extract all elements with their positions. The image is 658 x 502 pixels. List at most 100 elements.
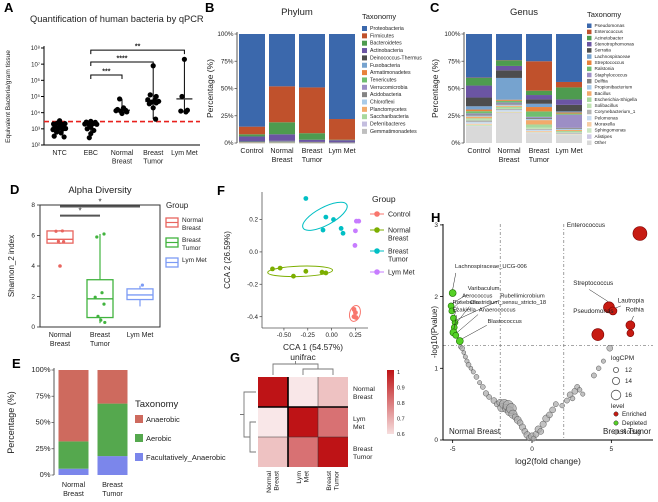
- svg-text:*: *: [78, 207, 81, 216]
- svg-text:Bacillus: Bacillus: [595, 91, 612, 96]
- panel-g-letter: G: [230, 350, 241, 365]
- svg-text:50%: 50%: [448, 86, 461, 93]
- svg-text:Tumor: Tumor: [102, 489, 123, 498]
- svg-text:Lym Met: Lym Met: [328, 146, 355, 155]
- svg-text:unifrac: unifrac: [290, 352, 316, 362]
- svg-text:-0.25: -0.25: [301, 332, 316, 339]
- svg-text:Breast: Breast: [302, 146, 323, 155]
- svg-text:Taxonomy: Taxonomy: [362, 12, 396, 21]
- svg-text:Enterococcus: Enterococcus: [595, 29, 624, 34]
- svg-text:Blastococcus: Blastococcus: [488, 319, 522, 325]
- svg-text:10⁵: 10⁵: [31, 94, 41, 101]
- svg-text:Percentage (%): Percentage (%): [205, 59, 215, 118]
- svg-text:Normal: Normal: [182, 217, 204, 224]
- svg-text:2: 2: [434, 294, 438, 301]
- svg-text:Tumor: Tumor: [388, 257, 409, 264]
- svg-text:Tumor: Tumor: [529, 155, 550, 164]
- svg-text:Facultatively_Anaerobic: Facultatively_Anaerobic: [146, 453, 226, 462]
- svg-text:0.8: 0.8: [397, 401, 405, 407]
- svg-text:Stenotrophomonas: Stenotrophomonas: [595, 41, 635, 46]
- svg-text:Other: Other: [595, 140, 607, 145]
- svg-text:Moraxella: Moraxella: [595, 122, 616, 127]
- svg-text:Rothia: Rothia: [626, 307, 645, 314]
- svg-text:2: 2: [31, 294, 35, 301]
- svg-text:Propionibacterium: Propionibacterium: [595, 85, 633, 90]
- svg-text:Percentage (%): Percentage (%): [430, 59, 440, 118]
- svg-text:Breast: Breast: [182, 225, 201, 232]
- panel-c: C Genus 0% 25% 50% 75% 100% Control Normal Breas…: [430, 0, 658, 178]
- svg-text:Planctomycetes: Planctomycetes: [370, 107, 407, 113]
- svg-text:Tumor: Tumor: [334, 470, 341, 490]
- svg-text:50%: 50%: [35, 418, 50, 427]
- svg-text:Escherichia-Shigella: Escherichia-Shigella: [595, 97, 638, 102]
- svg-text:Breast: Breast: [63, 489, 84, 498]
- svg-text:****: ****: [117, 56, 128, 63]
- svg-text:Phylum: Phylum: [281, 7, 313, 18]
- svg-text:Breast: Breast: [388, 236, 408, 243]
- cca-plot: -0.50 -0.25 0.00 0.25 -0.4 -0.2 0.0 0.2 CCA 1 (5…: [223, 192, 415, 352]
- panel-b-letter: B: [205, 0, 215, 15]
- svg-text:Breast: Breast: [274, 471, 281, 491]
- panel-c-letter: C: [430, 0, 440, 15]
- svg-text:Gemmatimonadetes: Gemmatimonadetes: [370, 129, 417, 135]
- svg-text:Breast Tumor: Breast Tumor: [603, 427, 651, 436]
- svg-text:0: 0: [530, 446, 534, 453]
- svg-text:Normal: Normal: [497, 146, 521, 155]
- svg-text:Pelomonas: Pelomonas: [595, 115, 619, 120]
- svg-text:-log10(Pvalue): -log10(Pvalue): [430, 306, 439, 358]
- svg-text:Breast: Breast: [102, 480, 123, 489]
- svg-text:Varibaculum: Varibaculum: [468, 286, 500, 292]
- svg-text:10⁴: 10⁴: [31, 110, 41, 117]
- svg-text:Anaerococcus: Anaerococcus: [479, 308, 516, 314]
- svg-text:25%: 25%: [448, 113, 461, 120]
- svg-text:0.2: 0.2: [249, 217, 258, 224]
- svg-text:1: 1: [434, 366, 438, 373]
- oxygen-requirement-chart: 0%25%50%75%100%NormalBreastBreastTumorPe…: [6, 365, 226, 498]
- svg-text:Clostridium_sensu_stricto_18: Clostridium_sensu_stricto_18: [470, 300, 546, 306]
- svg-text:Tumor: Tumor: [182, 245, 201, 252]
- svg-text:Lym: Lym: [296, 471, 303, 484]
- svg-text:100%: 100%: [444, 31, 461, 38]
- svg-text:CCA 2 (26.59%): CCA 2 (26.59%): [223, 231, 232, 289]
- svg-text:Tumor: Tumor: [302, 155, 323, 164]
- svg-text:Verrucomicrobia: Verrucomicrobia: [370, 85, 408, 91]
- svg-text:75%: 75%: [221, 58, 234, 65]
- svg-text:EBC: EBC: [84, 150, 98, 157]
- alpha-diversity-chart: Alpha Diversity02468**NormalBreastBreast…: [7, 185, 207, 348]
- svg-text:Lachnospiraceae_UCG-006: Lachnospiraceae_UCG-006: [455, 264, 527, 270]
- panel-a: A Quantification of human bacteria by qP…: [2, 0, 207, 178]
- svg-text:10⁸: 10⁸: [31, 45, 41, 52]
- svg-text:Proteobacteria: Proteobacteria: [370, 26, 404, 32]
- svg-text:Acidobacteria: Acidobacteria: [370, 92, 402, 98]
- svg-text:***: ***: [102, 68, 110, 75]
- svg-text:8: 8: [31, 202, 35, 209]
- svg-text:0.9: 0.9: [397, 386, 405, 392]
- svg-text:Roseburia: Roseburia: [453, 300, 480, 306]
- svg-text:Lym: Lym: [353, 416, 366, 423]
- svg-text:Lym Met: Lym Met: [127, 332, 154, 339]
- svg-text:Bacteroidetes: Bacteroidetes: [370, 41, 402, 47]
- svg-text:Deferribacteres: Deferribacteres: [370, 122, 406, 128]
- svg-text:Normal: Normal: [270, 146, 294, 155]
- svg-text:Sphingomonas: Sphingomonas: [595, 128, 627, 133]
- svg-text:-0.50: -0.50: [277, 332, 292, 339]
- svg-text:Actinobacteria: Actinobacteria: [370, 48, 403, 54]
- svg-text:Breast: Breast: [90, 332, 110, 339]
- svg-text:14: 14: [625, 378, 632, 385]
- svg-text:0.00: 0.00: [325, 332, 338, 339]
- svg-text:Group: Group: [166, 201, 189, 210]
- svg-text:0%: 0%: [40, 470, 51, 479]
- svg-text:Breast: Breast: [50, 341, 70, 348]
- svg-text:Streptococcus: Streptococcus: [595, 60, 625, 65]
- svg-text:16: 16: [625, 392, 632, 399]
- panel-d-letter: D: [10, 182, 20, 197]
- svg-text:10⁶: 10⁶: [31, 78, 41, 85]
- svg-text:Group: Group: [372, 194, 396, 204]
- svg-text:75%: 75%: [35, 391, 50, 400]
- svg-text:Alpha Diversity: Alpha Diversity: [68, 185, 132, 196]
- panel-b: B Phylum 0% 25% 50% 75% 100% Control Normal Brea…: [205, 0, 430, 178]
- svg-text:Breast: Breast: [326, 471, 333, 491]
- svg-text:4: 4: [31, 263, 35, 270]
- svg-text:Delftia: Delftia: [595, 78, 609, 83]
